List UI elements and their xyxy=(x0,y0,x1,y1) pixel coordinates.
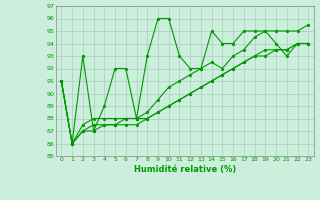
X-axis label: Humidité relative (%): Humidité relative (%) xyxy=(134,165,236,174)
